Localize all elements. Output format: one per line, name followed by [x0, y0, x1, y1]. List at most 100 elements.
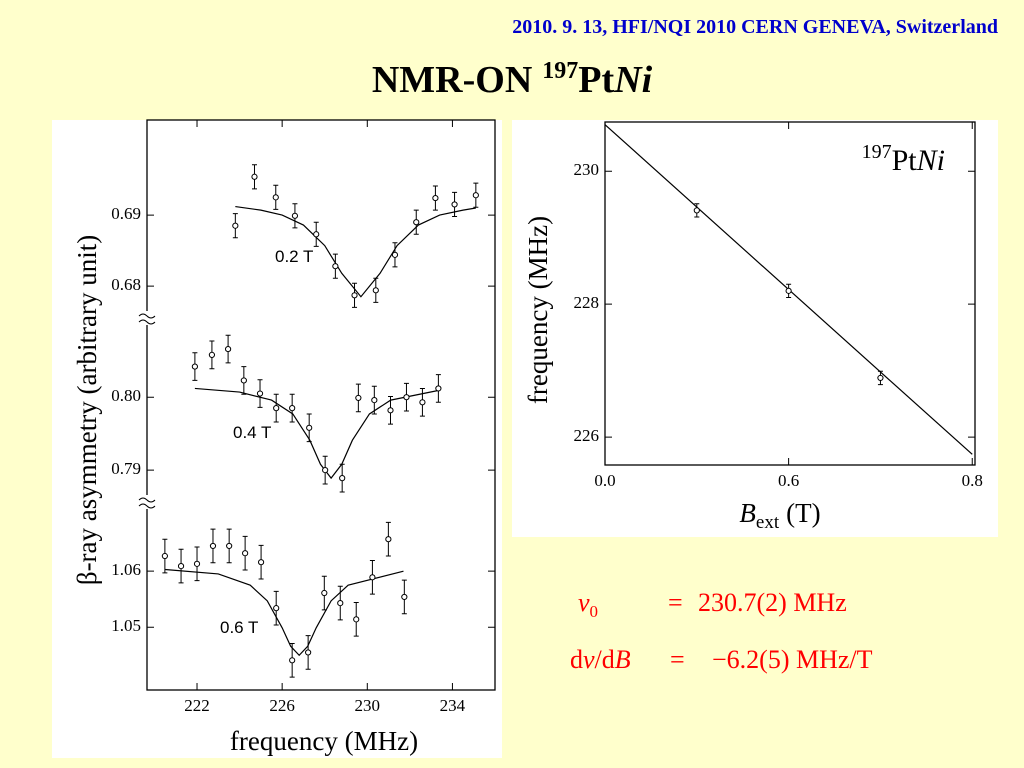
y-axis-label: frequency (MHz) [523, 216, 553, 404]
data-point [432, 194, 439, 202]
data-point [385, 536, 392, 543]
x-tick-label: 226 [269, 696, 295, 715]
y-tick-label: 228 [574, 293, 600, 312]
data-point [332, 263, 339, 270]
data-point [251, 173, 258, 180]
data-point [242, 550, 249, 557]
x-label-symbol: B [739, 498, 756, 528]
value: 230.7(2) MHz [698, 588, 847, 617]
data-point [371, 397, 378, 404]
results: ν0 = 230.7(2) MHz dν/dB = −6.2(5) MHz/T [570, 588, 873, 674]
y-tick-label: 0.79 [111, 459, 141, 478]
relation: = [670, 645, 685, 674]
data-point [208, 351, 216, 358]
data-point [451, 201, 458, 208]
y-tick-label: 0.68 [111, 275, 141, 294]
left-panel [52, 120, 502, 758]
data-point [877, 374, 884, 382]
data-point [289, 405, 296, 412]
data-point [273, 405, 280, 412]
data-point [351, 292, 358, 299]
data-point [240, 377, 247, 384]
y-tick-label: 0.69 [111, 204, 141, 223]
data-point [355, 394, 362, 402]
field: B [615, 645, 631, 674]
annotation-element: Pt [892, 144, 918, 177]
data-point [372, 287, 379, 294]
symbol: ν [578, 588, 590, 617]
data-point [337, 600, 344, 607]
data-point [291, 212, 299, 219]
data-point [306, 424, 313, 431]
data-point [273, 605, 280, 612]
x-tick-label: 0.0 [594, 471, 615, 490]
annotation-mass: 197 [862, 141, 892, 163]
right-frame [604, 121, 976, 466]
relation: = [668, 588, 683, 617]
y-tick-label: 0.80 [111, 386, 141, 405]
data-point [419, 399, 426, 406]
axis-breaks [138, 311, 156, 509]
y-axis-label: β-ray asymmetry (arbitrary unit) [72, 235, 102, 585]
fit-line [165, 568, 404, 657]
data-point [193, 560, 201, 567]
d: d [570, 645, 583, 674]
annotation: 197PtNi [862, 141, 945, 177]
data-point [232, 222, 239, 229]
data-point [224, 345, 232, 353]
panel-label: 0.6 T [220, 618, 258, 637]
value: −6.2(5) MHz/T [712, 645, 873, 674]
data-point [257, 559, 265, 566]
data-point [387, 407, 394, 414]
data-point [693, 207, 700, 214]
data-point [322, 467, 329, 474]
data-point [256, 390, 264, 397]
d: /d [595, 645, 615, 674]
x-axis-label: Bext (T) [739, 498, 820, 533]
title-element: Pt [578, 59, 614, 101]
header: 2010. 9. 13, HFI/NQI 2010 CERN GENEVA, S… [512, 16, 998, 38]
x-axis-label: frequency (MHz) [230, 726, 418, 756]
y-tick-label: 1.06 [111, 560, 141, 579]
data-point [209, 542, 217, 550]
x-tick-label: 230 [355, 696, 381, 715]
title-main: NMR-ON [372, 59, 532, 101]
data-point [289, 657, 296, 664]
y-tick-label: 230 [574, 160, 600, 179]
x-label-subscript: ext [756, 512, 780, 533]
data-point [272, 194, 279, 201]
data-point [313, 231, 320, 238]
x-tick-label: 234 [440, 696, 466, 715]
y-tick-label: 226 [574, 426, 600, 445]
data-point [339, 475, 346, 482]
annotation-host: Ni [916, 144, 945, 177]
fit-line [235, 205, 476, 298]
data-point [353, 616, 360, 623]
x-tick-label: 222 [184, 696, 210, 715]
data-point [321, 589, 328, 597]
result-slope: dν/dB [570, 645, 631, 674]
data-point [401, 593, 408, 601]
data-point [785, 287, 792, 294]
index: 0 [590, 602, 599, 621]
panel-label: 0.4 T [233, 423, 271, 442]
data-point [191, 363, 198, 370]
data-point [391, 251, 399, 258]
data-point [177, 563, 185, 570]
x-tick-label: 0.8 [962, 471, 983, 490]
data-point [413, 219, 420, 226]
x-label-unit: (T) [786, 498, 820, 528]
data-point [369, 574, 376, 581]
right-panel [512, 120, 998, 537]
data-point [226, 542, 233, 550]
data-point [305, 649, 312, 656]
x-tick-label: 0.6 [778, 471, 799, 490]
data-point [472, 192, 479, 199]
title-mass: 197 [542, 58, 578, 84]
title: NMR-ON 197PtNi [372, 58, 653, 101]
data-point [403, 394, 410, 401]
panel-label: 0.2 T [275, 247, 313, 266]
y-tick-label: 1.05 [111, 616, 141, 635]
left-frame [146, 119, 496, 691]
